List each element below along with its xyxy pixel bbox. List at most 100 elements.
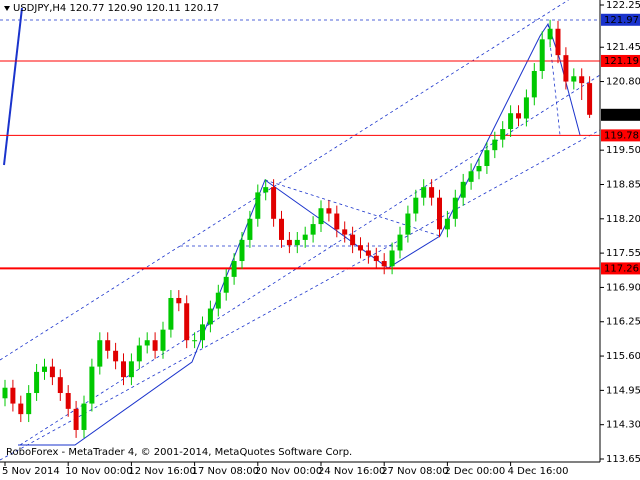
candle-body — [421, 187, 427, 198]
x-tick-label: 27 Nov 08:00 — [381, 466, 448, 477]
candle-body — [160, 329, 166, 351]
candle-body — [279, 218, 284, 240]
x-tick-label: 20 Nov 00:00 — [255, 466, 322, 477]
candle-body — [192, 340, 198, 342]
candle-body — [342, 229, 348, 235]
y-tick-label: 120.80 — [606, 77, 640, 88]
channel-line — [0, 129, 601, 461]
candle-body — [207, 308, 213, 325]
candle-body — [579, 76, 585, 84]
candle-body — [113, 350, 119, 362]
x-tick-label: 24 Nov 16:00 — [318, 466, 385, 477]
candle-body — [136, 345, 142, 362]
candle-body — [34, 371, 40, 394]
price-box — [601, 108, 640, 121]
dashed-line — [264, 179, 441, 237]
level-box — [601, 54, 640, 67]
y-tick-label: 114.30 — [606, 420, 640, 431]
level-box — [601, 262, 640, 275]
candle-body — [57, 377, 63, 394]
candle-body — [571, 76, 577, 82]
y-tick-label: 122.25 — [606, 0, 640, 11]
candle-body — [215, 292, 221, 309]
candle-body — [231, 261, 237, 277]
candle-body — [358, 245, 363, 251]
candle-body — [389, 250, 395, 267]
candle-body — [121, 361, 126, 378]
candle-body — [531, 70, 537, 98]
candle-body — [105, 340, 111, 351]
candle-body — [373, 255, 379, 262]
candle-body — [294, 239, 300, 246]
candle-body — [302, 234, 308, 240]
candle-body — [452, 197, 458, 219]
price-label: 120.17 — [604, 110, 639, 121]
candle-body — [516, 113, 521, 119]
candle-body — [97, 340, 103, 367]
candle-body — [168, 297, 174, 330]
y-tick-label: 113.65 — [606, 454, 640, 465]
level-label: 117.26 — [604, 263, 639, 274]
candle-body — [381, 261, 387, 267]
menu-arrow — [4, 6, 10, 11]
footer: RoboForex - MetaTrader 4, © 2001-2014, M… — [6, 447, 352, 458]
price-label: 121.97 — [604, 15, 639, 26]
candle-body — [10, 387, 16, 404]
y-tick-label: 117.55 — [606, 248, 640, 259]
candle-body — [365, 250, 371, 256]
candle-body — [223, 276, 229, 293]
y-tick-label: 116.25 — [606, 317, 640, 328]
trend-line — [3, 7, 23, 166]
x-tick-label: 5 Nov 2014 — [2, 466, 60, 477]
candle-body — [563, 55, 569, 82]
y-tick-label: 114.95 — [606, 385, 640, 396]
y-tick-label: 118.85 — [606, 179, 640, 190]
level-label: 119.78 — [604, 130, 639, 141]
candle-body — [500, 129, 506, 140]
candle-body — [437, 197, 442, 230]
candle-body — [81, 403, 87, 430]
candle-body — [587, 83, 593, 115]
candle-body — [484, 150, 490, 167]
candle-body — [460, 181, 466, 198]
candle-body — [239, 239, 245, 262]
candle-body — [263, 187, 269, 193]
candle-body — [444, 218, 450, 230]
candle-body — [176, 297, 182, 304]
x-tick-label: 10 Nov 00:00 — [65, 466, 132, 477]
candle-body — [184, 303, 190, 341]
candle-body — [508, 113, 514, 130]
candle-body — [492, 139, 498, 151]
channel-line — [0, 0, 570, 361]
candle-body — [405, 213, 411, 235]
candle-body — [318, 208, 324, 225]
candle-body — [334, 213, 340, 230]
x-tick-label: 17 Nov 08:00 — [192, 466, 259, 477]
price-box — [601, 13, 640, 26]
x-tick-label: 4 Dec 16:00 — [508, 466, 569, 477]
candle-body — [89, 366, 95, 404]
candle-body — [255, 192, 261, 219]
candle-body — [429, 187, 435, 198]
x-tick-label: 2 Dec 00:00 — [444, 466, 505, 477]
candle-body — [468, 171, 474, 182]
channel-line — [19, 74, 601, 446]
candle-body — [49, 366, 55, 378]
candle-body — [42, 366, 47, 372]
candle-body — [152, 340, 158, 351]
candle-body — [200, 324, 205, 341]
candle-body — [326, 208, 332, 214]
candle-body — [65, 393, 71, 409]
candle-body — [547, 28, 553, 40]
candle-body — [247, 218, 253, 240]
candle-body — [2, 387, 8, 399]
candle-body — [476, 166, 482, 172]
candle-body — [539, 39, 545, 71]
candle-body — [397, 234, 403, 251]
candle-body — [73, 408, 79, 430]
candle-body — [310, 224, 316, 235]
candle-body — [523, 97, 529, 119]
